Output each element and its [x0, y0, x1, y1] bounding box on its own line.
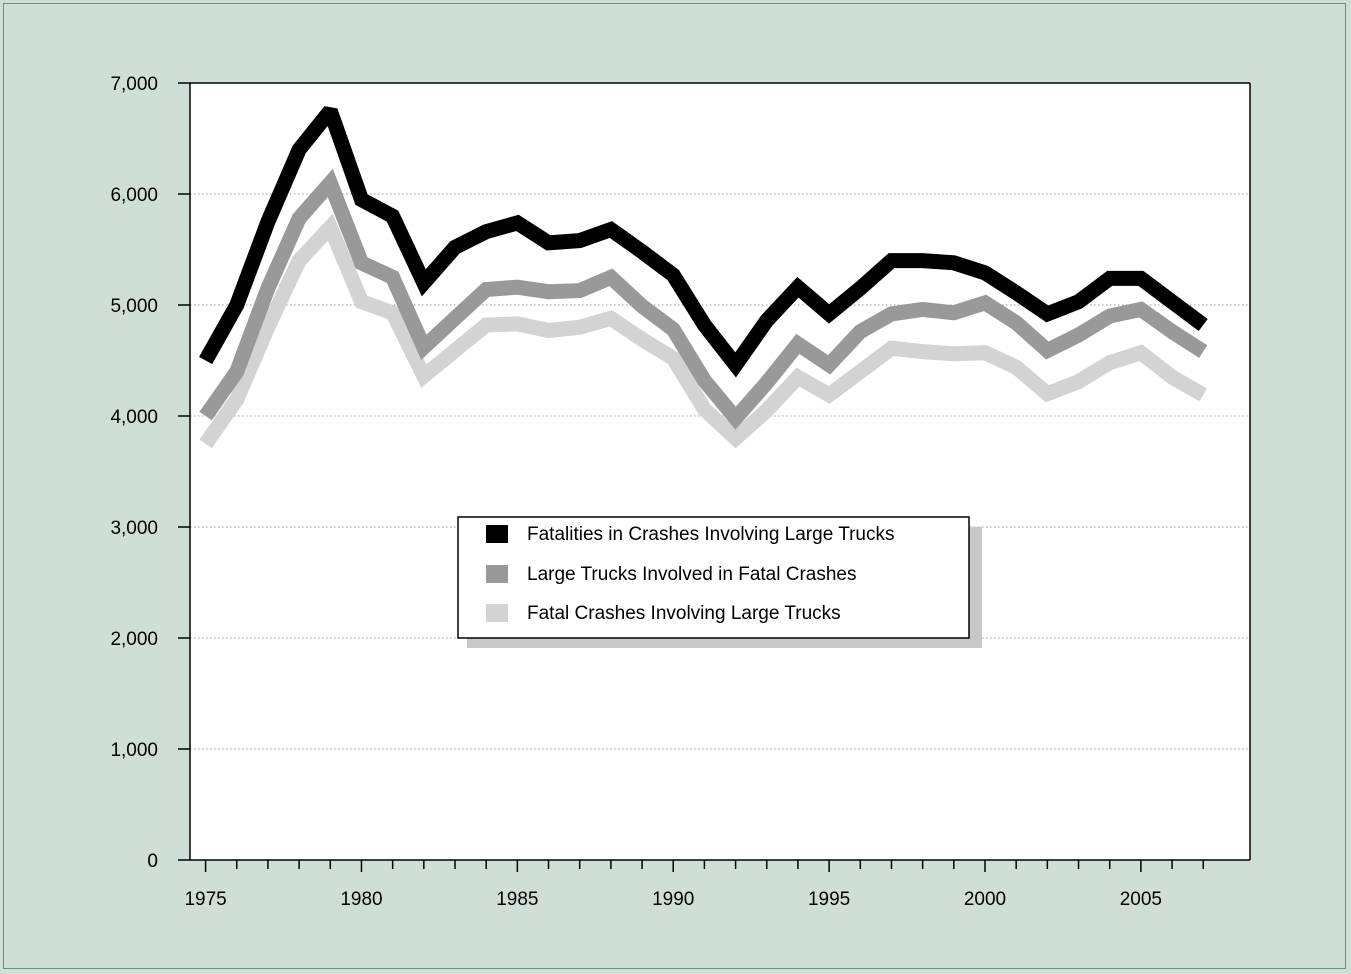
- legend-swatch-fatal-crashes: [486, 604, 508, 622]
- y-tick-label: 6,000: [110, 185, 158, 206]
- series-line-large-trucks: [199, 168, 1208, 430]
- legend-swatch-fatalities: [486, 525, 508, 543]
- y-tick-label: 7,000: [110, 74, 158, 95]
- y-tick-label: 5,000: [110, 296, 158, 317]
- y-tick-label: 3,000: [110, 518, 158, 539]
- series-line-fatal-crashes: [199, 213, 1207, 449]
- x-tick-label: 1985: [496, 889, 538, 910]
- y-tick-label: 4,000: [110, 407, 158, 428]
- plot-area: [190, 83, 1250, 860]
- legend-swatch-large-trucks: [486, 565, 508, 583]
- legend-label-fatal-crashes: Fatal Crashes Involving Large Trucks: [527, 603, 841, 624]
- x-tick-label: 2000: [964, 889, 1006, 910]
- y-tick-label: 0: [147, 851, 158, 872]
- axes: 0 1,000 2,000 3,000 4,000 5,000 6,000 7,000 1975…: [110, 74, 1251, 910]
- x-tick-label: 2005: [1120, 889, 1162, 910]
- x-tick-label: 1990: [652, 889, 694, 910]
- series-lines: [199, 106, 1208, 449]
- legend-label-large-trucks: Large Trucks Involved in Fatal Crashes: [527, 564, 857, 585]
- x-tick-label: 1980: [340, 889, 382, 910]
- legend: Fatalities in Crashes Involving Large Tr…: [457, 516, 982, 648]
- x-tick-label: 1995: [808, 889, 850, 910]
- series-line-fatalities: [199, 106, 1208, 378]
- x-tick-label: 1975: [184, 889, 226, 910]
- y-tick-label: 2,000: [110, 629, 158, 650]
- y-tick-label: 1,000: [110, 740, 158, 761]
- legend-label-fatalities: Fatalities in Crashes Involving Large Tr…: [527, 524, 895, 545]
- legend-box: [457, 516, 970, 639]
